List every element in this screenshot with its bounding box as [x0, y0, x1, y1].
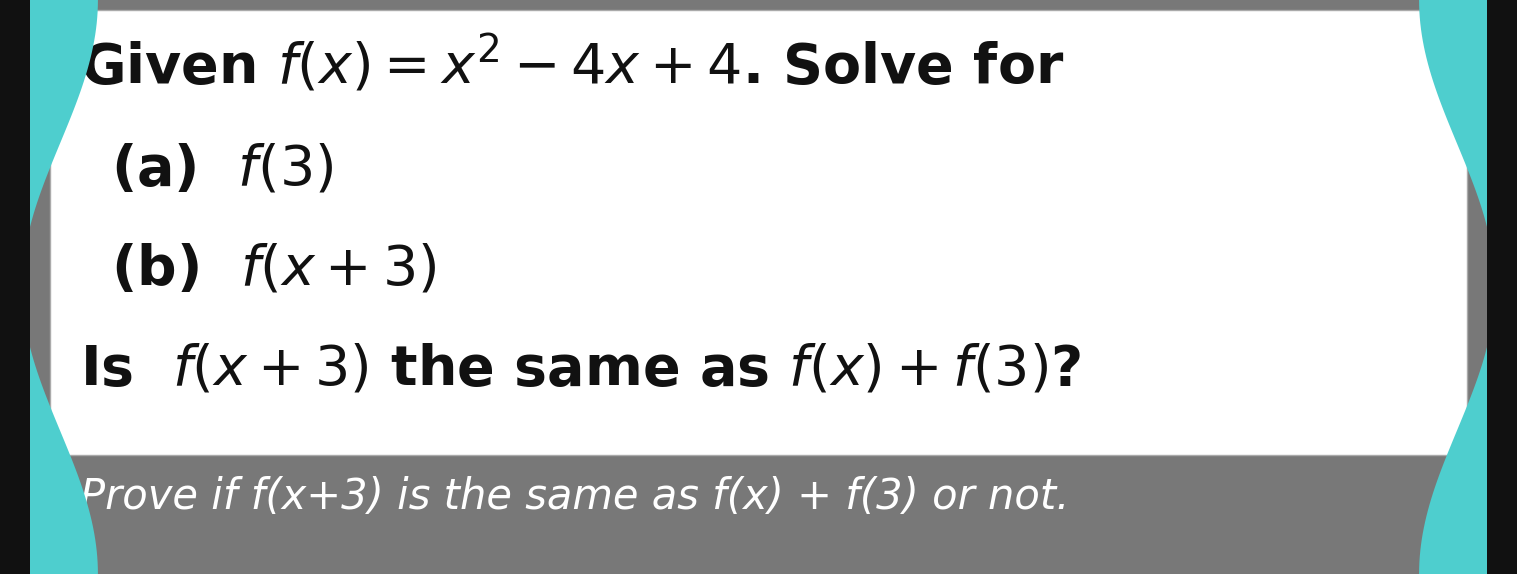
Bar [0, 0, 30, 574]
Polygon shape [1418, 0, 1494, 574]
FancyBboxPatch shape [50, 10, 1467, 455]
Bar [1487, 0, 1517, 574]
Text: Is  $f(x+3)$ the same as $f(x)+f(3)$?: Is $f(x+3)$ the same as $f(x)+f(3)$? [80, 343, 1082, 397]
Text: (b)  $f(x+3)$: (b) $f(x+3)$ [111, 243, 437, 297]
Text: Prove if f(x+3) is the same as f(x) + f(3) or not.: Prove if f(x+3) is the same as f(x) + f(… [80, 476, 1069, 518]
Polygon shape [23, 0, 99, 574]
Text: (a)  $f(3)$: (a) $f(3)$ [111, 143, 332, 197]
Text: Given $f(x) = x^2 - 4x + 4$. Solve for: Given $f(x) = x^2 - 4x + 4$. Solve for [80, 34, 1065, 96]
